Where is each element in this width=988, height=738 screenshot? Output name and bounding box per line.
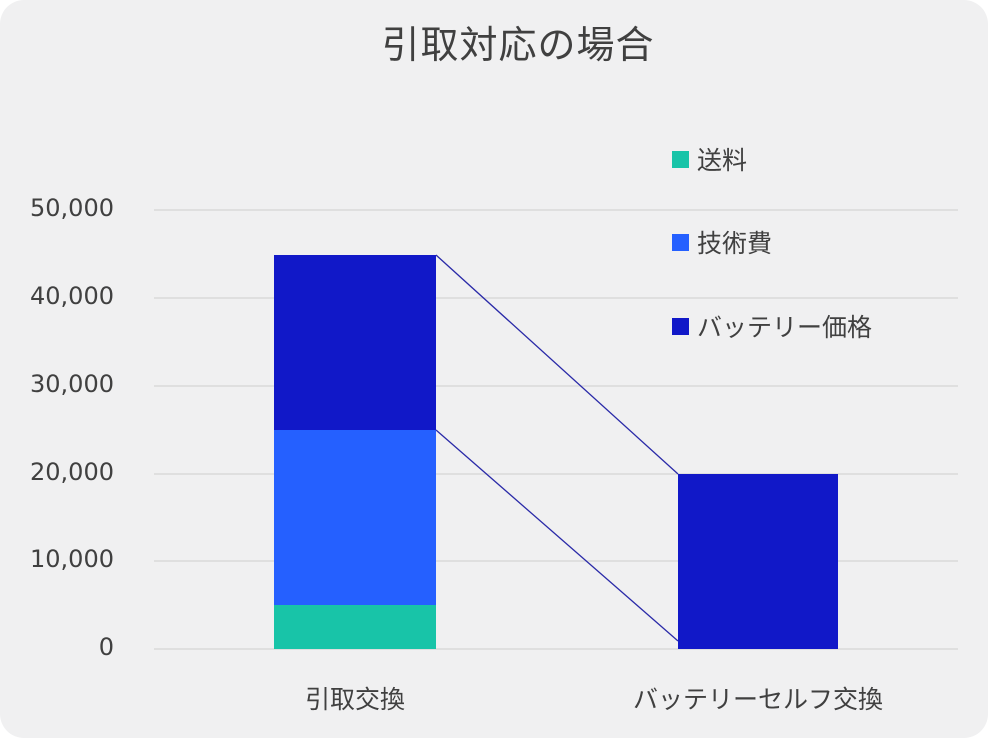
- legend-item-shipping: 送料: [672, 141, 747, 177]
- chart-title: 引取対応の場合: [381, 23, 655, 67]
- bar-segment-shipping[interactable]: [274, 605, 436, 649]
- y-tick-20000: 20,000: [30, 458, 114, 486]
- series-lines: [435, 254, 679, 642]
- bar-segment-battery-price[interactable]: [678, 474, 838, 649]
- legend-swatch-icon: [672, 150, 689, 168]
- y-tick-30000: 30,000: [30, 370, 114, 398]
- bar-segment-technical-fee[interactable]: [274, 430, 436, 605]
- series-line-top: [435, 254, 679, 475]
- y-tick-40000: 40,000: [30, 282, 114, 310]
- series-line-mid: [435, 429, 679, 642]
- legend-label: 技術費: [697, 229, 773, 258]
- legend-item-battery-price: バッテリー価格: [672, 308, 872, 344]
- legend-label: バッテリー価格: [697, 313, 873, 342]
- x-tick-battery-self-koukan: バッテリーセルフ交換: [632, 685, 883, 714]
- legend-item-technical-fee: 技術費: [672, 224, 772, 260]
- bar-hikitori-koukan[interactable]: [274, 255, 436, 649]
- bar-segment-battery-price[interactable]: [274, 255, 436, 430]
- y-tick-10000: 10,000: [30, 545, 114, 573]
- y-tick-0: 0: [98, 633, 114, 661]
- x-tick-hikitori-koukan: 引取交換: [304, 685, 405, 714]
- bar-battery-self-koukan[interactable]: [678, 474, 838, 649]
- legend-swatch-icon: [672, 317, 689, 335]
- legend-swatch-icon: [672, 233, 689, 251]
- legend-label: 送料: [697, 146, 748, 175]
- y-tick-50000: 50,000: [30, 194, 114, 222]
